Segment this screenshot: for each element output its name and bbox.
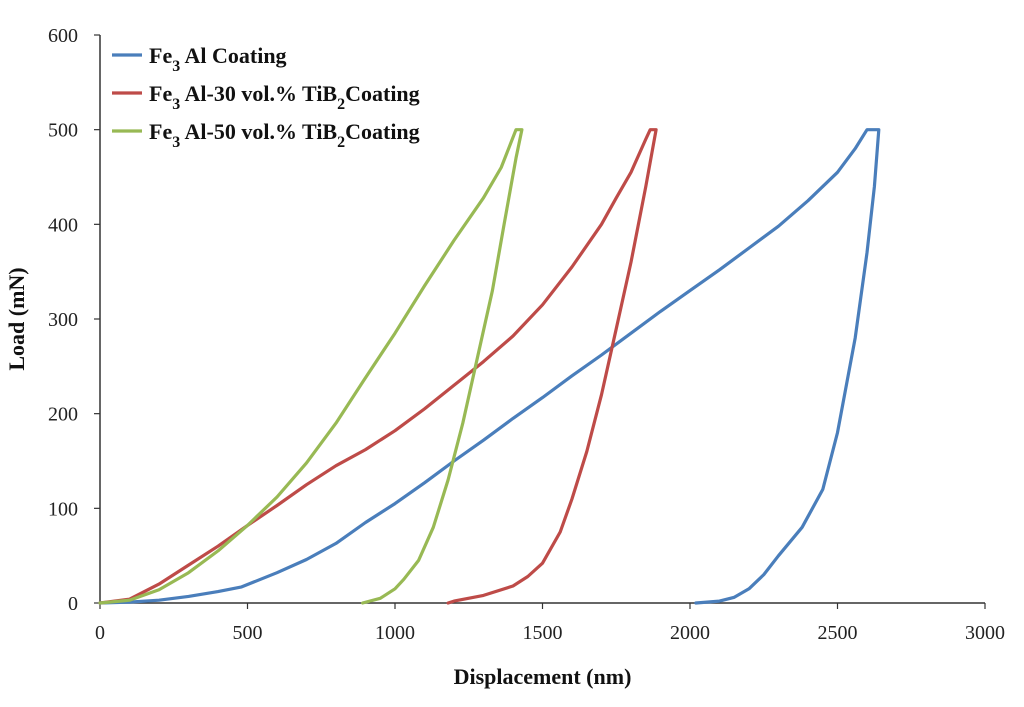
legend-item-3: Fe3 Al-50 vol.% TiB2Coating [112,119,420,151]
legend-item-1: Fe3 Al Coating [112,43,287,75]
y-tick-label: 0 [68,593,78,615]
series-layer [98,128,881,605]
y-ticks: 0 100 200 300 400 500 600 [48,25,100,615]
y-tick-label: 400 [48,214,78,236]
legend-label: Fe3 Al-30 vol.% TiB2Coating [149,81,420,113]
series-line-3 [98,128,524,605]
plot-area: 0 500 1000 1500 2000 2500 3000 0 100 200 300 400 50… [48,25,1005,644]
y-tick-label: 200 [48,404,78,426]
series-line-2 [98,128,658,605]
series-line-1 [98,128,881,605]
y-tick-label: 500 [48,120,78,142]
legend-label: Fe3 Al Coating [149,43,287,75]
y-axis-label: Load (mN) [4,267,29,370]
y-tick-label: 300 [48,309,78,331]
legend: Fe3 Al Coating Fe3 Al-30 vol.% TiB2Coatin… [112,43,420,151]
legend-label: Fe3 Al-50 vol.% TiB2Coating [149,119,420,151]
x-tick-label: 2500 [818,622,858,644]
y-tick-label: 100 [48,498,78,520]
x-axis-label: Displacement (nm) [454,664,632,689]
legend-item-2: Fe3 Al-30 vol.% TiB2Coating [112,81,420,113]
x-tick-label: 0 [95,622,105,644]
x-tick-label: 1500 [523,622,563,644]
x-tick-label: 3000 [965,622,1005,644]
x-tick-label: 2000 [670,622,710,644]
x-ticks: 0 500 1000 1500 2000 2500 3000 [95,603,1005,644]
x-tick-label: 500 [233,622,263,644]
x-tick-label: 1000 [375,622,415,644]
y-tick-label: 600 [48,25,78,47]
